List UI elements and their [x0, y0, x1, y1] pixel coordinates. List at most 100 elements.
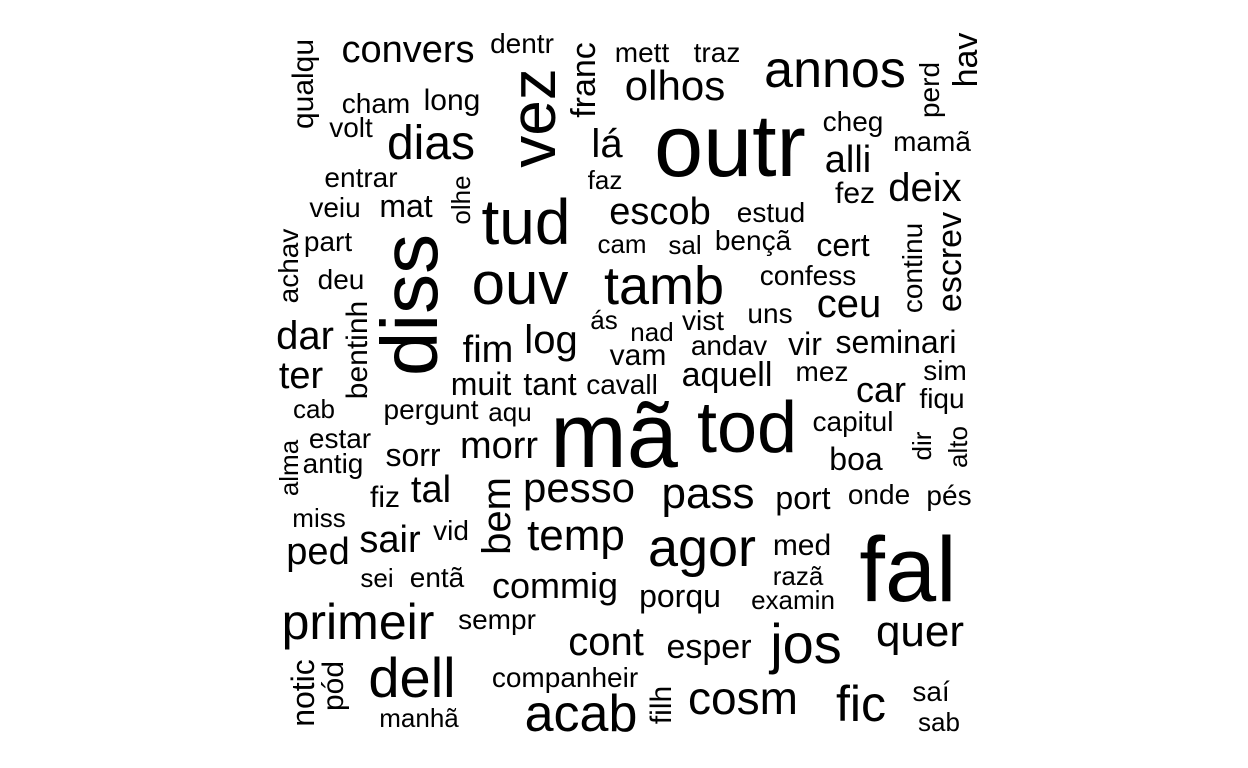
word-long: long — [423, 84, 481, 117]
word-cosm: cosm — [688, 672, 798, 724]
word-hav: hav — [947, 32, 985, 88]
word-alto: alto — [943, 426, 973, 468]
word-ma: mã — [550, 385, 678, 487]
word-antig: antig — [302, 448, 364, 479]
word-escob: escob — [609, 191, 711, 233]
word-mama: mamã — [893, 126, 971, 157]
word-mat: mat — [379, 188, 433, 224]
word-deu: deu — [317, 264, 365, 295]
word-tamb: tamb — [603, 256, 725, 316]
word-muit: muit — [450, 366, 512, 402]
word-volt: volt — [329, 112, 373, 143]
word-qualqu: qualqu — [287, 38, 320, 130]
word-ouv: ouv — [471, 250, 569, 317]
word-ped: ped — [286, 531, 350, 573]
word-sim: sim — [923, 355, 967, 386]
word-pesso: pesso — [522, 464, 636, 511]
word-cont: cont — [568, 620, 644, 664]
word-as: ás — [590, 305, 618, 335]
word-fal: fal — [859, 519, 957, 621]
word-sal: sal — [668, 230, 702, 260]
word-fic: fic — [836, 676, 886, 732]
word-sorr: sorr — [385, 437, 441, 473]
word-pergunt: pergunt — [383, 394, 479, 425]
word-acab: acab — [524, 685, 638, 743]
word-companheir: companheir — [491, 662, 639, 693]
word-vez: vez — [497, 68, 569, 168]
word-dell: dell — [368, 646, 456, 709]
word-porqu: porqu — [639, 578, 721, 614]
word-port: port — [775, 480, 831, 516]
word-sei: sei — [360, 563, 394, 593]
word-filh: filh — [645, 685, 678, 725]
word-olhe: olhe — [446, 175, 476, 225]
word-raza: razã — [772, 561, 824, 591]
word-continu: continu — [897, 222, 928, 314]
word-ter: ter — [278, 355, 324, 397]
word-cavall: cavall — [586, 369, 658, 400]
word-pes: pés — [926, 480, 972, 511]
word-perd: perd — [914, 61, 945, 119]
word-mett: mett — [614, 37, 670, 68]
word-sempr: sempr — [458, 604, 536, 635]
word-morr: morr — [459, 425, 539, 467]
word-med: med — [772, 529, 832, 562]
word-seminari: seminari — [835, 324, 957, 360]
word-tud: tud — [481, 186, 571, 258]
word-diss: diss — [365, 233, 454, 377]
word-alli: alli — [824, 139, 872, 181]
word-car: car — [855, 369, 907, 410]
word-log: log — [524, 318, 578, 362]
word-veiu: veiu — [309, 192, 361, 223]
word-aqu: aqu — [488, 397, 532, 427]
word-vir: vir — [788, 326, 822, 362]
word-vam: vam — [609, 339, 667, 372]
word-faz: faz — [587, 165, 623, 195]
word-sab: sab — [918, 707, 960, 737]
word-pod: pód — [317, 660, 350, 712]
word-part: part — [303, 226, 353, 257]
word-benca: bençã — [714, 225, 792, 256]
word-pass: pass — [661, 469, 755, 518]
word-estar: estar — [308, 423, 372, 454]
word-dentr: dentr — [490, 28, 554, 59]
word-cheg: cheg — [822, 106, 884, 137]
word-tant: tant — [523, 366, 577, 402]
word-dias: dias — [386, 117, 476, 170]
word-agor: agor — [647, 518, 757, 578]
word-uns: uns — [747, 298, 793, 329]
word-esper: esper — [666, 628, 752, 666]
word-nad: nad — [630, 317, 674, 347]
word-annos: annos — [764, 41, 906, 99]
word-onde: onde — [847, 479, 911, 510]
word-boa: boa — [829, 441, 883, 477]
word-alma: alma — [274, 439, 304, 497]
word-ceu: ceu — [816, 282, 882, 326]
word-fiz: fiz — [370, 481, 400, 514]
word-convers: convers — [341, 29, 475, 71]
word-escrev: escrev — [931, 211, 969, 313]
word-enta: entã — [409, 562, 465, 593]
word-fim: fim — [462, 329, 514, 371]
word-jos: jos — [770, 612, 842, 675]
word-capitul: capitul — [812, 406, 894, 437]
word-primeir: primeir — [281, 594, 435, 650]
word-cam: cam — [597, 229, 647, 259]
word-mez: mez — [795, 356, 849, 387]
word-tod: tod — [696, 388, 798, 468]
word-sai: saí — [912, 676, 950, 707]
word-confess: confess — [759, 260, 857, 291]
word-fez: fez — [834, 177, 876, 210]
word-examin: examin — [751, 585, 835, 615]
word-dir: dir — [907, 431, 937, 461]
word-commig: commig — [491, 565, 619, 606]
word-miss: miss — [292, 503, 346, 533]
word-sair: sair — [359, 519, 421, 561]
word-aquell: aquell — [681, 356, 773, 394]
word-dar: dar — [276, 314, 334, 358]
word-olhos: olhos — [624, 62, 726, 109]
word-estud: estud — [736, 197, 806, 228]
word-traz: traz — [693, 37, 741, 68]
word-entrar: entrar — [324, 162, 398, 193]
